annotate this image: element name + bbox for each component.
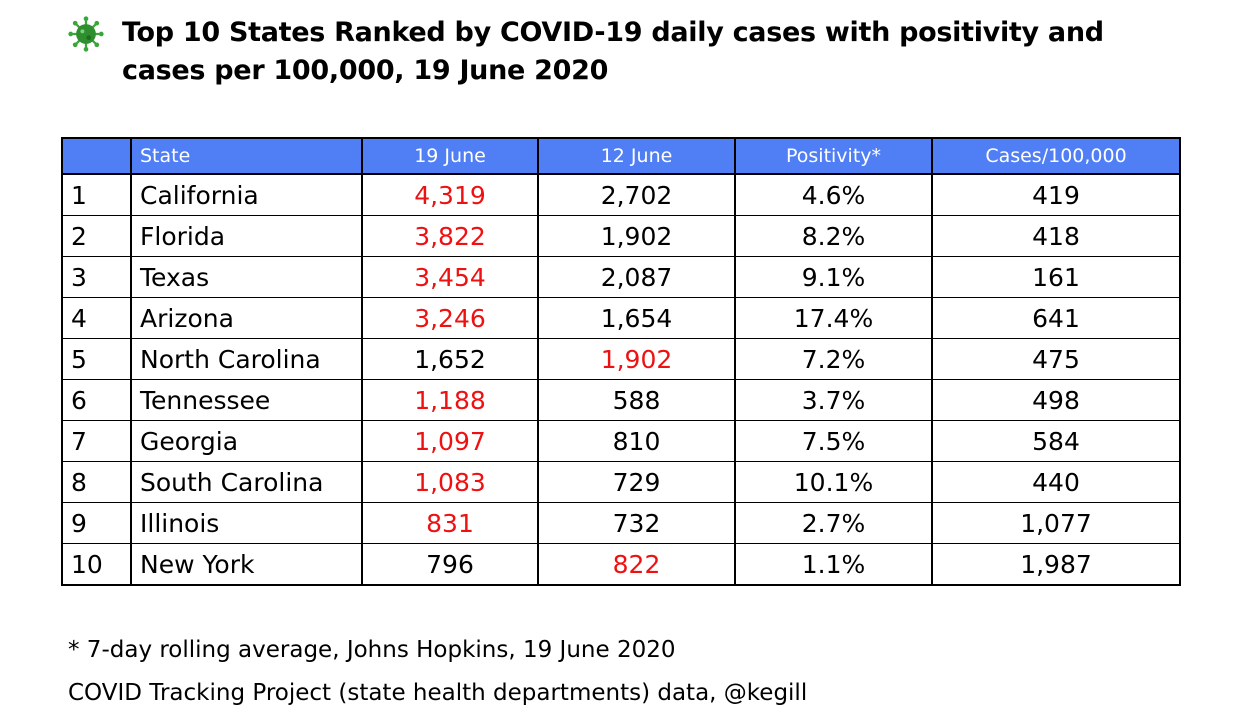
per100k-cell: 641 — [931, 297, 1181, 339]
june12-cell: 588 — [537, 379, 736, 421]
june12-cell: 2,702 — [537, 173, 736, 216]
june12-cell: 732 — [537, 502, 736, 544]
positivity-cell: 3.7% — [734, 379, 933, 421]
rank-cell: 4 — [61, 297, 132, 339]
table-header-row: State 19 June 12 June Positivity* Cases/… — [61, 137, 1181, 175]
table-row: 10 New York 796 822 1.1% 1,987 — [61, 543, 1181, 586]
per100k-cell: 440 — [931, 461, 1181, 503]
state-cell: New York — [130, 543, 363, 586]
header-rank — [61, 137, 132, 175]
june12-cell: 1,902 — [537, 215, 736, 257]
positivity-cell: 7.2% — [734, 338, 933, 380]
table-row: 3 Texas 3,454 2,087 9.1% 161 — [61, 256, 1181, 298]
june12-cell: 2,087 — [537, 256, 736, 298]
june12-cell: 1,902 — [537, 338, 736, 380]
positivity-cell: 7.5% — [734, 420, 933, 462]
rank-cell: 5 — [61, 338, 132, 380]
positivity-cell: 17.4% — [734, 297, 933, 339]
table-row: 6 Tennessee 1,188 588 3.7% 498 — [61, 379, 1181, 421]
june12-cell: 729 — [537, 461, 736, 503]
rank-cell: 9 — [61, 502, 132, 544]
table-row: 5 North Carolina 1,652 1,902 7.2% 475 — [61, 338, 1181, 380]
header-state: State — [130, 137, 363, 175]
state-cell: Illinois — [130, 502, 363, 544]
positivity-cell: 8.2% — [734, 215, 933, 257]
rank-cell: 2 — [61, 215, 132, 257]
table-row: 8 South Carolina 1,083 729 10.1% 440 — [61, 461, 1181, 503]
state-cell: California — [130, 173, 363, 216]
table-row: 7 Georgia 1,097 810 7.5% 584 — [61, 420, 1181, 462]
june19-cell: 831 — [361, 502, 539, 544]
june19-cell: 3,822 — [361, 215, 539, 257]
state-cell: South Carolina — [130, 461, 363, 503]
positivity-cell: 10.1% — [734, 461, 933, 503]
june19-cell: 1,652 — [361, 338, 539, 380]
per100k-cell: 419 — [931, 173, 1181, 216]
positivity-cell: 4.6% — [734, 173, 933, 216]
june19-cell: 3,454 — [361, 256, 539, 298]
per100k-cell: 498 — [931, 379, 1181, 421]
header-12-june: 12 June — [537, 137, 736, 175]
virus-icon — [68, 16, 104, 52]
june19-cell: 1,083 — [361, 461, 539, 503]
covid-states-table: State 19 June 12 June Positivity* Cases/… — [61, 137, 1181, 586]
header-19-june: 19 June — [361, 137, 539, 175]
positivity-cell: 9.1% — [734, 256, 933, 298]
june12-cell: 810 — [537, 420, 736, 462]
per100k-cell: 584 — [931, 420, 1181, 462]
state-cell: Texas — [130, 256, 363, 298]
per100k-cell: 418 — [931, 215, 1181, 257]
state-cell: Arizona — [130, 297, 363, 339]
june19-cell: 1,188 — [361, 379, 539, 421]
header-positivity: Positivity* — [734, 137, 933, 175]
june19-cell: 1,097 — [361, 420, 539, 462]
june19-cell: 796 — [361, 543, 539, 586]
positivity-cell: 2.7% — [734, 502, 933, 544]
table-row: 9 Illinois 831 732 2.7% 1,077 — [61, 502, 1181, 544]
june12-cell: 1,654 — [537, 297, 736, 339]
state-cell: Florida — [130, 215, 363, 257]
state-cell: Georgia — [130, 420, 363, 462]
per100k-cell: 1,077 — [931, 502, 1181, 544]
state-cell: Tennessee — [130, 379, 363, 421]
source-footnote: COVID Tracking Project (state health dep… — [68, 680, 808, 706]
june19-cell: 3,246 — [361, 297, 539, 339]
per100k-cell: 161 — [931, 256, 1181, 298]
rank-cell: 6 — [61, 379, 132, 421]
header-cases-per-100k: Cases/100,000 — [931, 137, 1181, 175]
page-title: Top 10 States Ranked by COVID-19 daily c… — [122, 17, 1104, 86]
per100k-cell: 1,987 — [931, 543, 1181, 586]
table-row: 2 Florida 3,822 1,902 8.2% 418 — [61, 215, 1181, 257]
table-row: 1 California 4,319 2,702 4.6% 419 — [61, 173, 1181, 216]
rank-cell: 7 — [61, 420, 132, 462]
positivity-footnote: * 7-day rolling average, Johns Hopkins, … — [68, 637, 676, 663]
rank-cell: 10 — [61, 543, 132, 586]
table-row: 4 Arizona 3,246 1,654 17.4% 641 — [61, 297, 1181, 339]
rank-cell: 3 — [61, 256, 132, 298]
per100k-cell: 475 — [931, 338, 1181, 380]
rank-cell: 8 — [61, 461, 132, 503]
positivity-cell: 1.1% — [734, 543, 933, 586]
state-cell: North Carolina — [130, 338, 363, 380]
june19-cell: 4,319 — [361, 173, 539, 216]
june12-cell: 822 — [537, 543, 736, 586]
title-block: Top 10 States Ranked by COVID-19 daily c… — [68, 14, 1188, 90]
rank-cell: 1 — [61, 173, 132, 216]
